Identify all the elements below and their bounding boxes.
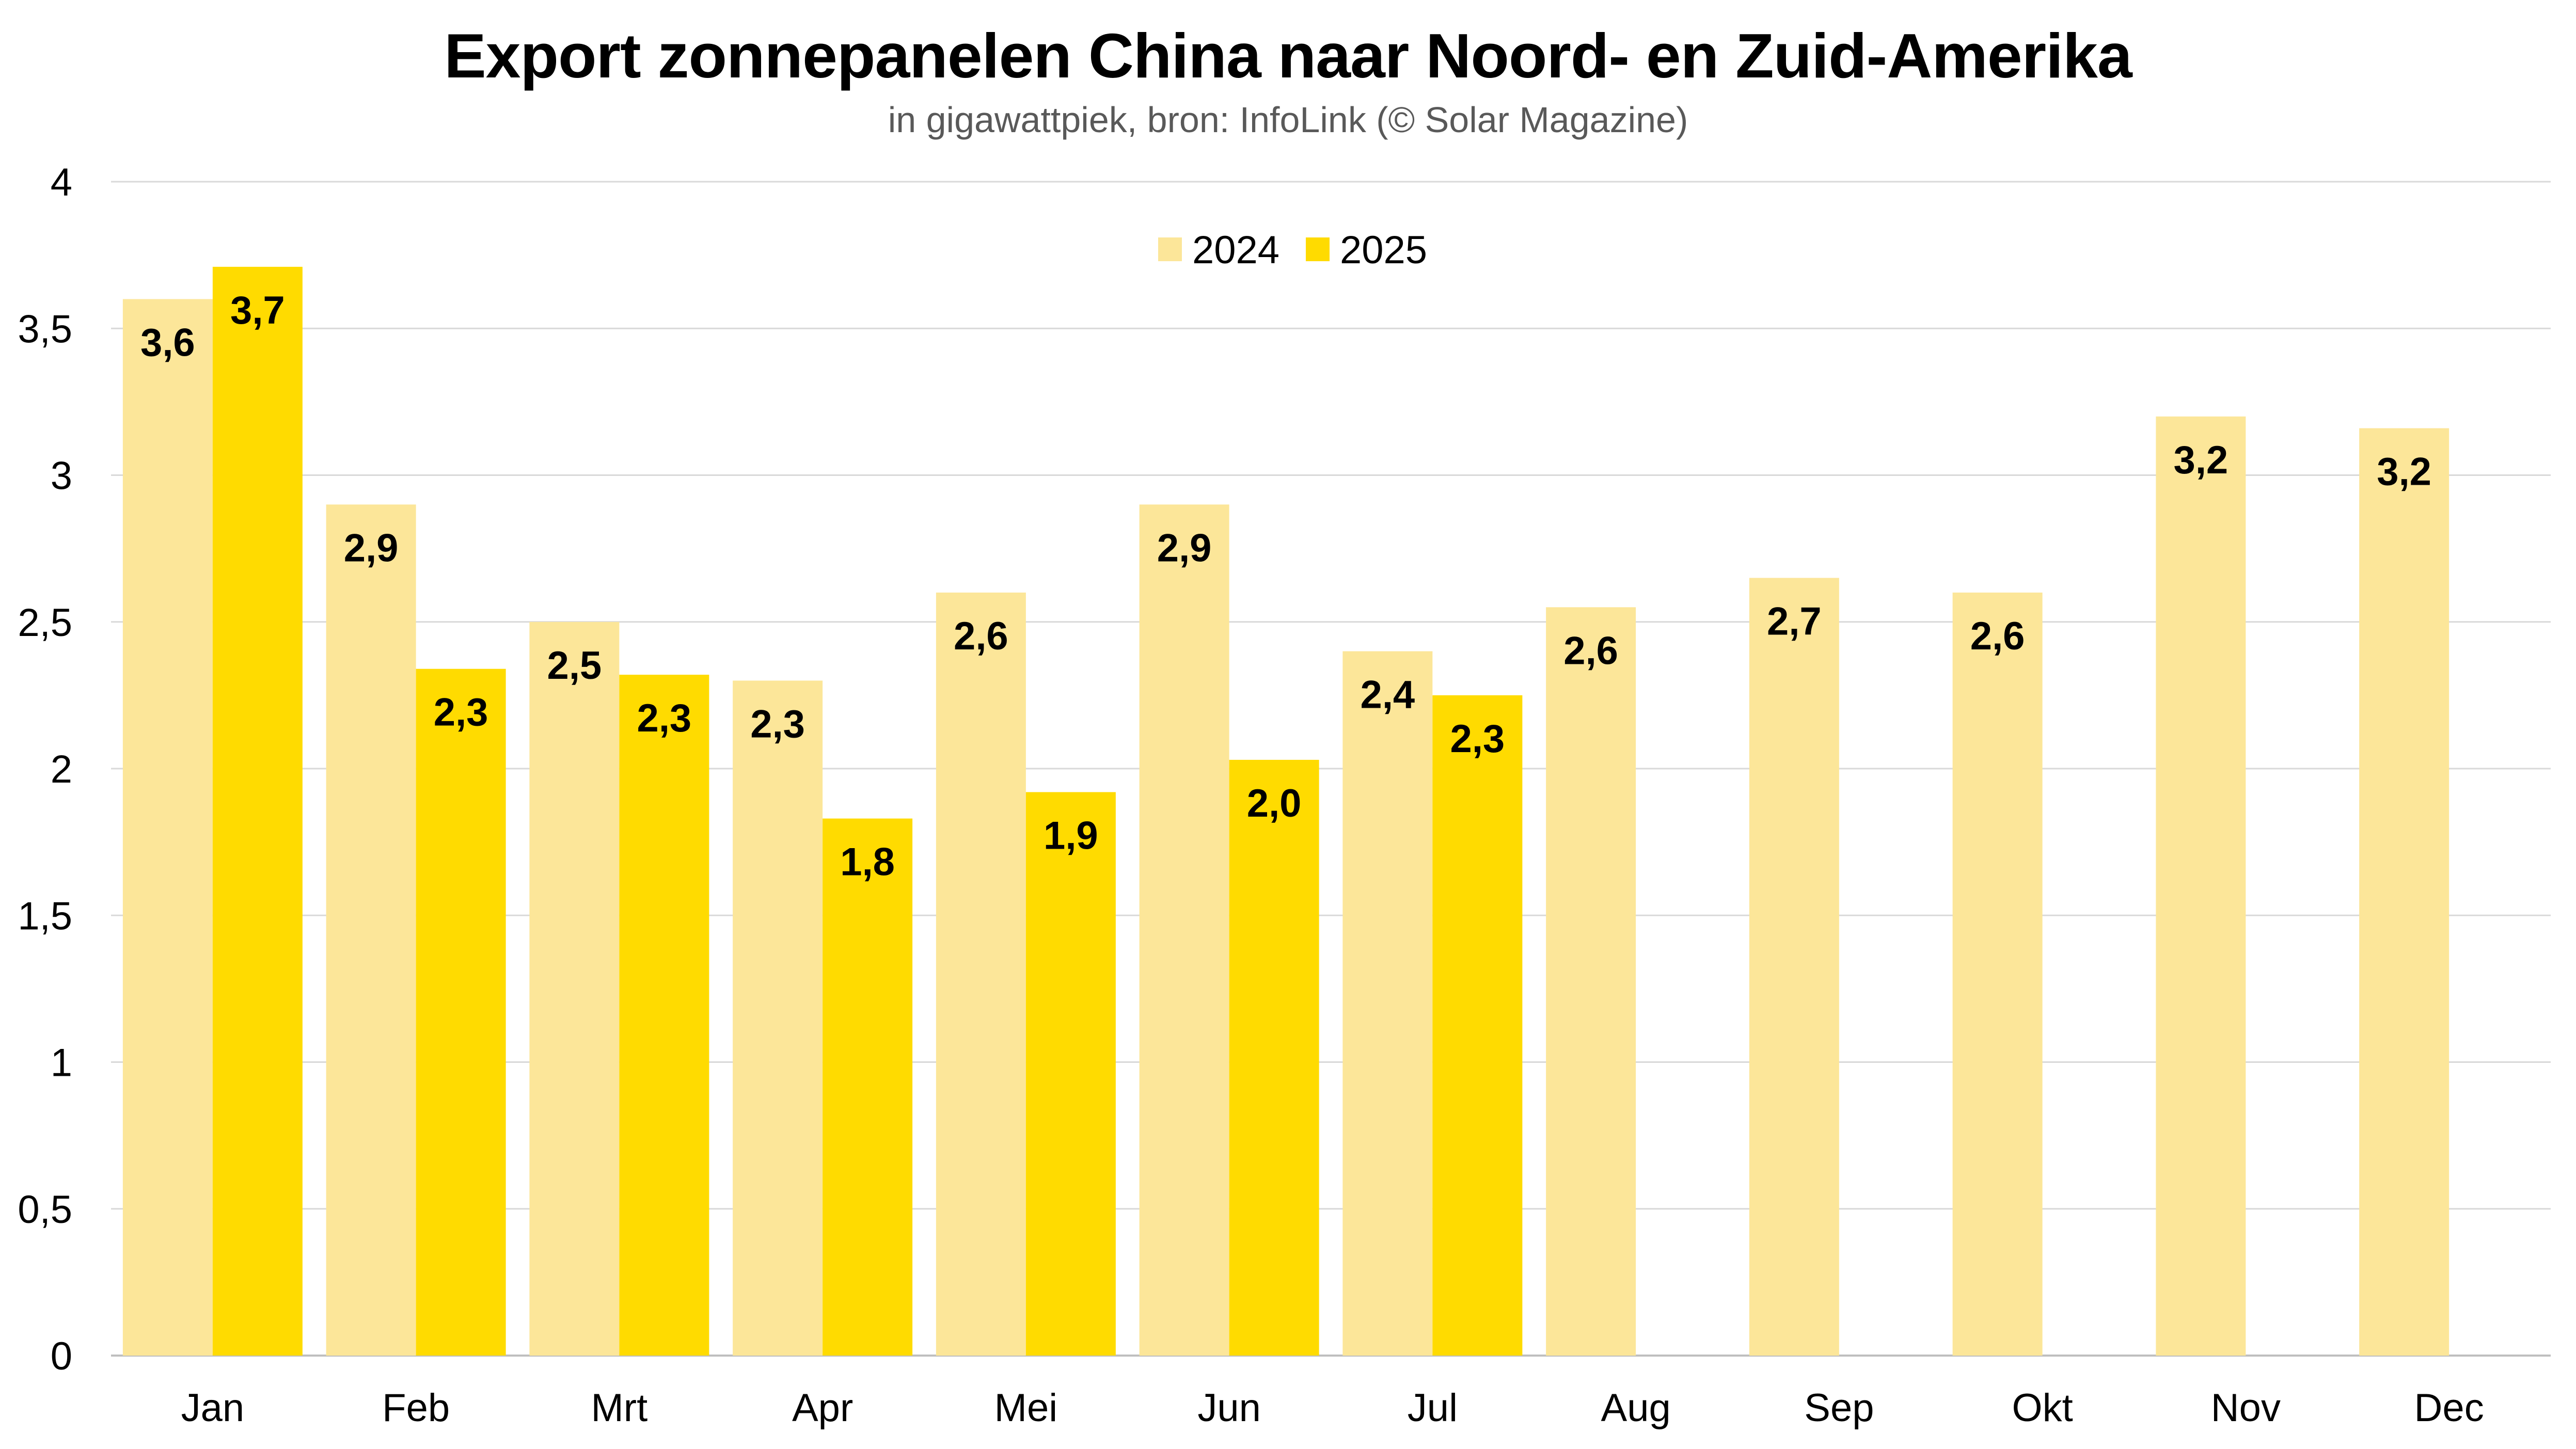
x-tick-label: Apr [792,1386,853,1430]
data-label: 2,6 [1563,629,1618,673]
bar-2024-Sep [1749,578,1839,1356]
y-tick-label: 1,5 [18,894,72,938]
bar-2025-Feb [416,668,506,1356]
x-tick-label: Dec [2414,1386,2484,1430]
x-tick-label: Sep [1804,1386,1874,1430]
x-tick-label: Jun [1197,1386,1261,1430]
legend-label-2024: 2024 [1192,228,1279,272]
bar-2024-Okt [1952,592,2043,1356]
bar-2024-Aug [1546,607,1636,1356]
x-tick-label: Nov [2211,1386,2281,1430]
data-label: 1,9 [1044,814,1098,857]
legend-swatch-2025 [1306,237,1330,261]
bar-2025-Apr [823,818,913,1356]
x-tick-label: Aug [1601,1386,1671,1430]
data-label: 3,2 [2377,450,2431,494]
data-label: 2,9 [344,526,399,570]
bar-2024-Dec [2359,428,2449,1356]
data-label: 2,7 [1767,599,1822,643]
y-tick-label: 1 [51,1041,72,1085]
data-label: 2,0 [1247,782,1302,825]
bar-2024-Feb [326,504,416,1356]
gridlines [111,181,2551,1357]
y-tick-label: 3 [51,454,72,498]
y-tick-label: 2,5 [18,601,72,645]
bar-2024-Jun [1139,504,1229,1356]
bar-2025-Jun [1229,759,1319,1356]
chart-title: Export zonnepanelen China naar Noord- en… [444,21,2132,91]
x-tick-label: Mei [994,1386,1057,1430]
y-tick-label: 2 [51,747,72,791]
y-tick-label: 0,5 [18,1188,72,1232]
y-tick-label: 0 [51,1334,72,1378]
bar-2024-Mrt [529,622,620,1356]
bar-2024-Apr [733,680,823,1356]
bar-2024-Jul [1342,651,1433,1356]
legend: 2024 2025 [1158,228,1427,272]
bar-2024-Nov [2156,416,2246,1356]
bar-2024-Jan [122,299,213,1356]
x-tick-label: Jul [1408,1386,1458,1430]
bar-2025-Mrt [619,675,709,1356]
data-label: 2,3 [637,696,692,740]
data-label: 2,5 [547,644,602,688]
bar-2025-Jul [1432,695,1523,1356]
x-axis-ticks: Jan Feb Mrt Apr Mei Jun Jul Aug Sep Okt Nov Dec [181,1386,2484,1430]
x-tick-label: Okt [2012,1386,2073,1430]
data-label: 3,6 [140,321,195,364]
data-label: 2,3 [1450,717,1505,761]
data-label: 2,4 [1361,673,1415,717]
data-label: 2,3 [434,691,488,735]
bar-2025-Mei [1025,792,1116,1356]
data-label: 3,2 [2174,438,2229,482]
y-tick-label: 3,5 [18,307,72,351]
data-label: 3,7 [230,289,285,332]
data-label: 2,3 [750,702,805,746]
legend-swatch-2024 [1158,237,1182,261]
y-axis-ticks: 0 0,5 1 1,5 2 2,5 3 3,5 4 [18,161,72,1378]
data-label: 2,9 [1157,526,1212,570]
data-label: 1,8 [840,840,895,884]
x-tick-label: Jan [181,1386,245,1430]
data-label: 2,6 [1970,614,2025,658]
bars [122,266,2449,1356]
bar-2024-Mei [936,592,1026,1356]
x-tick-label: Mrt [591,1386,648,1430]
y-tick-label: 4 [51,161,72,204]
data-label: 2,6 [954,614,1008,658]
legend-label-2025: 2025 [1340,228,1427,272]
data-labels: 3,6 3,7 2,9 2,3 2,5 2,3 2,3 1,8 2,6 1,9 2,9 2,0 2,4 2… [140,289,2431,884]
bar-2025-Jan [212,266,303,1356]
x-tick-label: Feb [382,1386,450,1430]
chart-subtitle: in gigawattpiek, bron: InfoLink (© Solar… [888,100,1688,140]
